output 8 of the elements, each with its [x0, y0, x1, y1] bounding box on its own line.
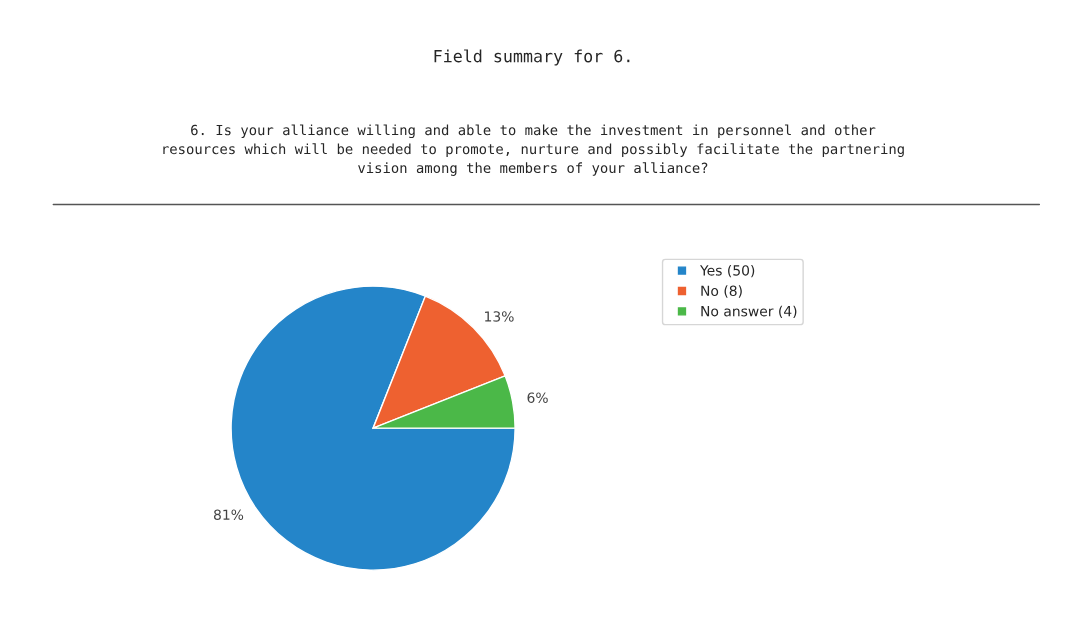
- data-label: 6%: [527, 392, 548, 403]
- data-label: 13%: [485, 311, 514, 322]
- data-label: 81%: [213, 509, 244, 520]
- legend-label: Yes (50): [700, 264, 755, 278]
- chart-title: Field summary for 6.: [434, 49, 630, 66]
- legend-label: No answer (4): [701, 305, 797, 319]
- chart-subtitle: 6. Is your alliance willing and able to make the investment in personnel and other resources which will be needed to promote, nurture and possibly facilitate the partnering vision among the members of your alliance?: [163, 124, 904, 176]
- legend-label: No (8): [701, 285, 742, 298]
